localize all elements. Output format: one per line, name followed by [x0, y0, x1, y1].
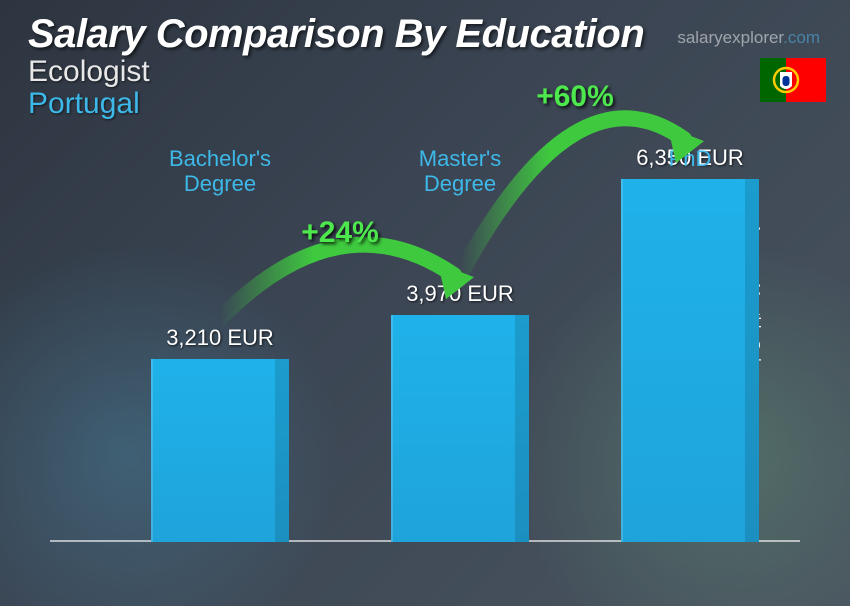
portugal-flag-icon — [760, 58, 826, 102]
watermark-text: salaryexplorer — [677, 28, 783, 47]
increase-percent-label: +60% — [536, 80, 614, 114]
page-title: Salary Comparison By Education — [28, 12, 644, 57]
increase-arrow-icon — [80, 140, 830, 540]
salary-bar-chart: 3,210 EURBachelor'sDegree3,970 EURMaster… — [80, 140, 790, 542]
watermark-domain: .com — [783, 28, 820, 47]
watermark: salaryexplorer.com — [677, 28, 820, 48]
